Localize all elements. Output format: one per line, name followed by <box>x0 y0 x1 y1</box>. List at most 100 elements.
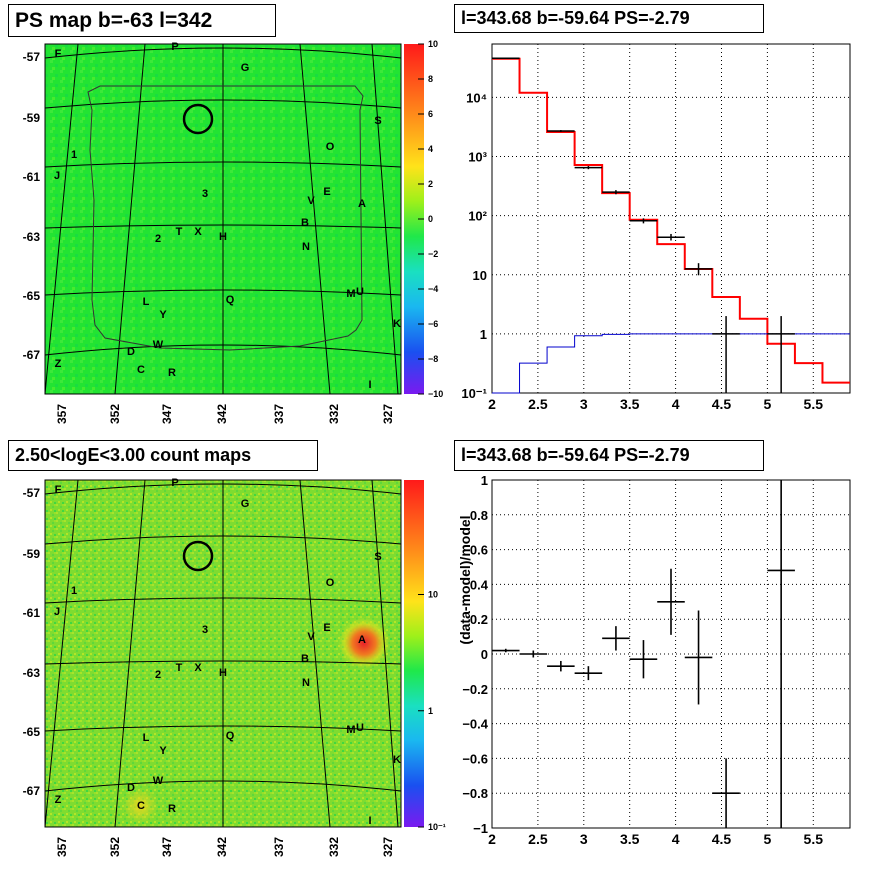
latitude-tick-label: -63 <box>23 666 41 680</box>
spectrum-axes: 2 2.5 3 3.5 4 4.5 5 5.5 10⁻¹ 1 10 10² 10³ 10⁴ <box>461 90 823 412</box>
source-label-Z: Z <box>55 794 62 806</box>
source-label-K: K <box>393 754 401 766</box>
longitude-line <box>44 43 79 395</box>
x-tick-label: 5 <box>763 396 771 412</box>
source-label-M: M <box>346 724 355 736</box>
y-tick-label: 1 <box>480 327 487 342</box>
source-label-2: 2 <box>155 669 161 681</box>
residual-plot: 2 2.5 3 3.5 4 4.5 5 5.5 −1 −0.8 −0.6 −0.4 −0.2 0 0.2 0.… <box>457 473 851 847</box>
residual-y-axis-label: (data-model)/model <box>457 515 473 644</box>
source-label-J: J <box>54 170 60 182</box>
longitude-line <box>371 479 399 828</box>
hotspot-c <box>122 788 158 824</box>
source-label-V: V <box>307 631 315 643</box>
colorbar-tick-label: 4 <box>428 144 433 154</box>
latitude-tick-label: -61 <box>23 170 41 184</box>
source-label-H: H <box>219 667 227 679</box>
y-tick-label: 10⁻¹ <box>461 386 487 401</box>
latitude-tick-label: -59 <box>23 111 41 125</box>
source-label-Q: Q <box>226 294 235 306</box>
latitude-tick-label: -63 <box>23 230 41 244</box>
x-tick-label: 3 <box>580 396 588 412</box>
x-tick-label: 5.5 <box>804 831 824 847</box>
colorbar-bottom-ticks: 10 1 10⁻¹ <box>418 590 446 832</box>
source-label-W: W <box>153 339 164 351</box>
colorbar-tick-label: 1 <box>428 706 433 716</box>
longitude-line <box>299 43 331 395</box>
longitude-line <box>114 479 146 828</box>
source-label-L: L <box>143 296 150 308</box>
longitude-tick-label: 347 <box>160 837 174 857</box>
y-tick-label: 10³ <box>468 150 487 165</box>
source-label-Y: Y <box>159 745 167 757</box>
source-label-3: 3 <box>202 624 208 636</box>
source-label-U: U <box>356 722 364 734</box>
y-tick-label: −1 <box>473 821 488 836</box>
source-label-1: 1 <box>71 149 77 161</box>
y-tick-label: −0.4 <box>462 717 488 732</box>
longitude-tick-label: 352 <box>108 404 122 424</box>
colorbar-tick-label: −4 <box>428 284 438 294</box>
x-tick-label: 4 <box>672 831 680 847</box>
map-top-graticule <box>44 43 402 395</box>
source-label-B: B <box>301 653 309 665</box>
source-label-F: F <box>55 48 62 60</box>
spectrum-plot: 2 2.5 3 3.5 4 4.5 5 5.5 10⁻¹ 1 10 10² 10³ 10⁴ <box>461 43 851 412</box>
colorbar-bottom <box>404 480 424 827</box>
ps-map-top: F P G S O 1J 3 VE A 2 T X H BN LY Q M U K D W C R Z I 10 8 6 4 2 0 −2 −… <box>23 39 444 424</box>
source-label-X: X <box>194 662 202 674</box>
total-model-step-line <box>492 57 850 384</box>
map-top-source-labels: F P G S O 1J 3 VE A 2 T X H BN LY Q M U K D W C R Z I <box>54 41 401 391</box>
longitude-tick-label: 327 <box>381 404 395 424</box>
source-label-3: 3 <box>202 188 208 200</box>
y-tick-label: 0 <box>481 647 488 662</box>
source-label-W: W <box>153 775 164 787</box>
colorbar-tick-label: −6 <box>428 319 438 329</box>
longitude-line <box>44 479 79 828</box>
colorbar-top <box>404 44 424 394</box>
source-label-P: P <box>171 477 178 489</box>
x-tick-label: 2 <box>488 831 496 847</box>
x-tick-label: 2 <box>488 396 496 412</box>
source-label-T: T <box>176 226 183 238</box>
colorbar-top-ticks: 10 8 6 4 2 0 −2 −4 −6 −8 −10 <box>418 39 443 399</box>
source-label-1: 1 <box>71 585 77 597</box>
source-label-S: S <box>374 115 381 127</box>
colorbar-tick-label: 6 <box>428 109 433 119</box>
x-tick-label: 2.5 <box>528 831 548 847</box>
map-bottom-roi-circle <box>182 540 214 572</box>
spectrum-top-title: l=343.68 b=-59.64 PS=-2.79 <box>454 4 764 33</box>
source-label-F: F <box>55 484 62 496</box>
longitude-tick-label: 357 <box>55 404 69 424</box>
colorbar-tick-label: 10 <box>428 39 438 49</box>
y-tick-label: −0.6 <box>462 751 488 766</box>
longitude-tick-label: 337 <box>272 404 286 424</box>
source-label-O: O <box>326 141 335 153</box>
x-tick-label: 5 <box>763 831 771 847</box>
map-top-title: PS map b=-63 l=342 <box>8 4 276 37</box>
source-label-B: B <box>301 217 309 229</box>
longitude-tick-label: 327 <box>381 837 395 857</box>
source-label-C: C <box>137 364 145 376</box>
hotspot-a <box>338 617 390 669</box>
latitude-tick-label: -67 <box>23 784 41 798</box>
source-label-D: D <box>127 346 135 358</box>
x-tick-label: 3.5 <box>620 831 640 847</box>
map-bottom-source-labels: F P G S O 1J 3 VE A 2 T X H BN LY Q M U K D W C R Z I <box>54 477 401 827</box>
y-tick-label: 10⁴ <box>466 90 487 105</box>
source-label-L: L <box>143 732 150 744</box>
x-tick-label: 3.5 <box>620 396 640 412</box>
source-label-E: E <box>323 186 330 198</box>
x-tick-label: 3 <box>580 831 588 847</box>
source-label-M: M <box>346 288 355 300</box>
residual-bottom-title: l=343.68 b=-59.64 PS=-2.79 <box>454 440 764 471</box>
longitude-tick-label: 332 <box>327 837 341 857</box>
longitude-tick-label: 352 <box>108 837 122 857</box>
x-tick-label: 4.5 <box>712 831 732 847</box>
residual-axes: 2 2.5 3 3.5 4 4.5 5 5.5 −1 −0.8 −0.6 −0.4 −0.2 0 0.2 0.… <box>462 473 823 847</box>
x-tick-label: 4 <box>672 396 680 412</box>
map-bottom-graticule <box>44 479 402 828</box>
source-label-A: A <box>358 198 366 210</box>
x-tick-label: 2.5 <box>528 396 548 412</box>
